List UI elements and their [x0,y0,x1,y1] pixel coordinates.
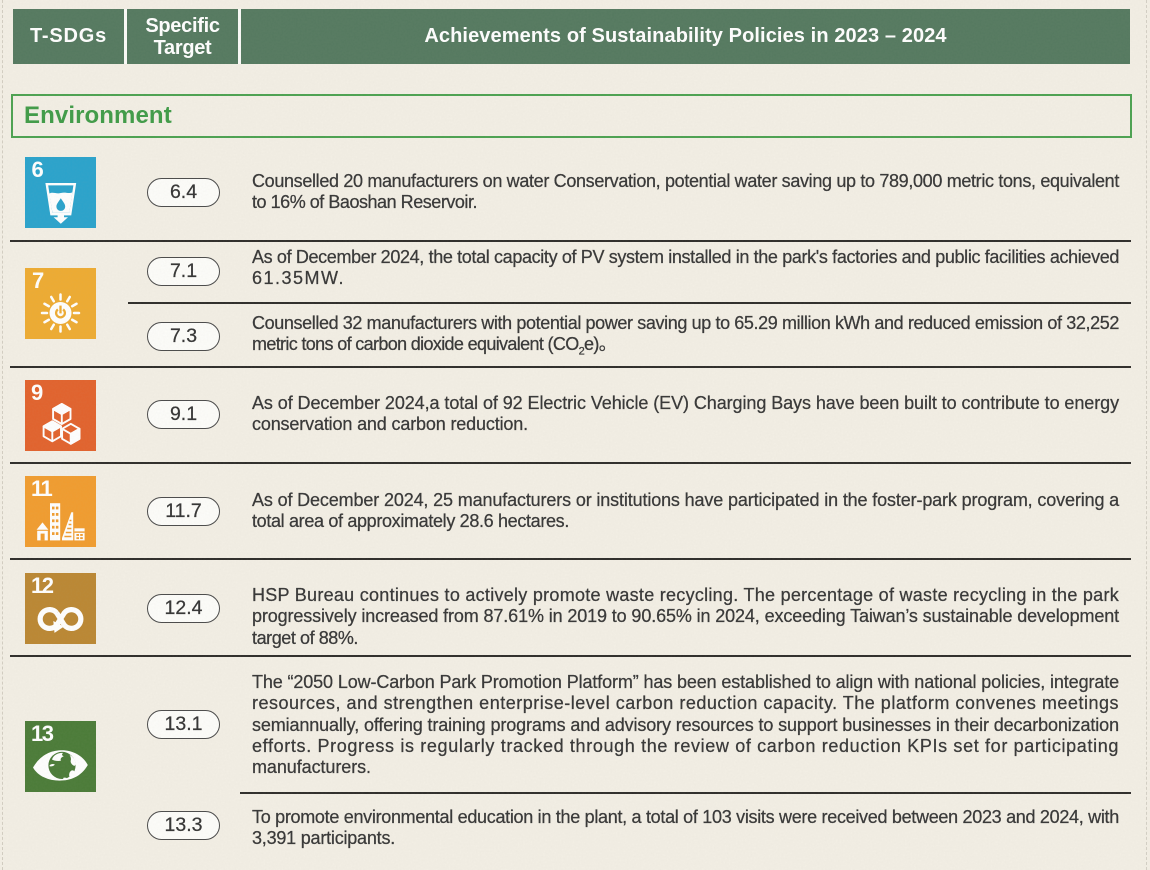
svg-text:7: 7 [32,268,44,293]
svg-text:9: 9 [31,380,43,405]
svg-text:12: 12 [31,573,54,598]
svg-text:13: 13 [31,721,54,746]
svg-text:11: 11 [31,476,53,501]
svg-text:6: 6 [32,157,44,182]
